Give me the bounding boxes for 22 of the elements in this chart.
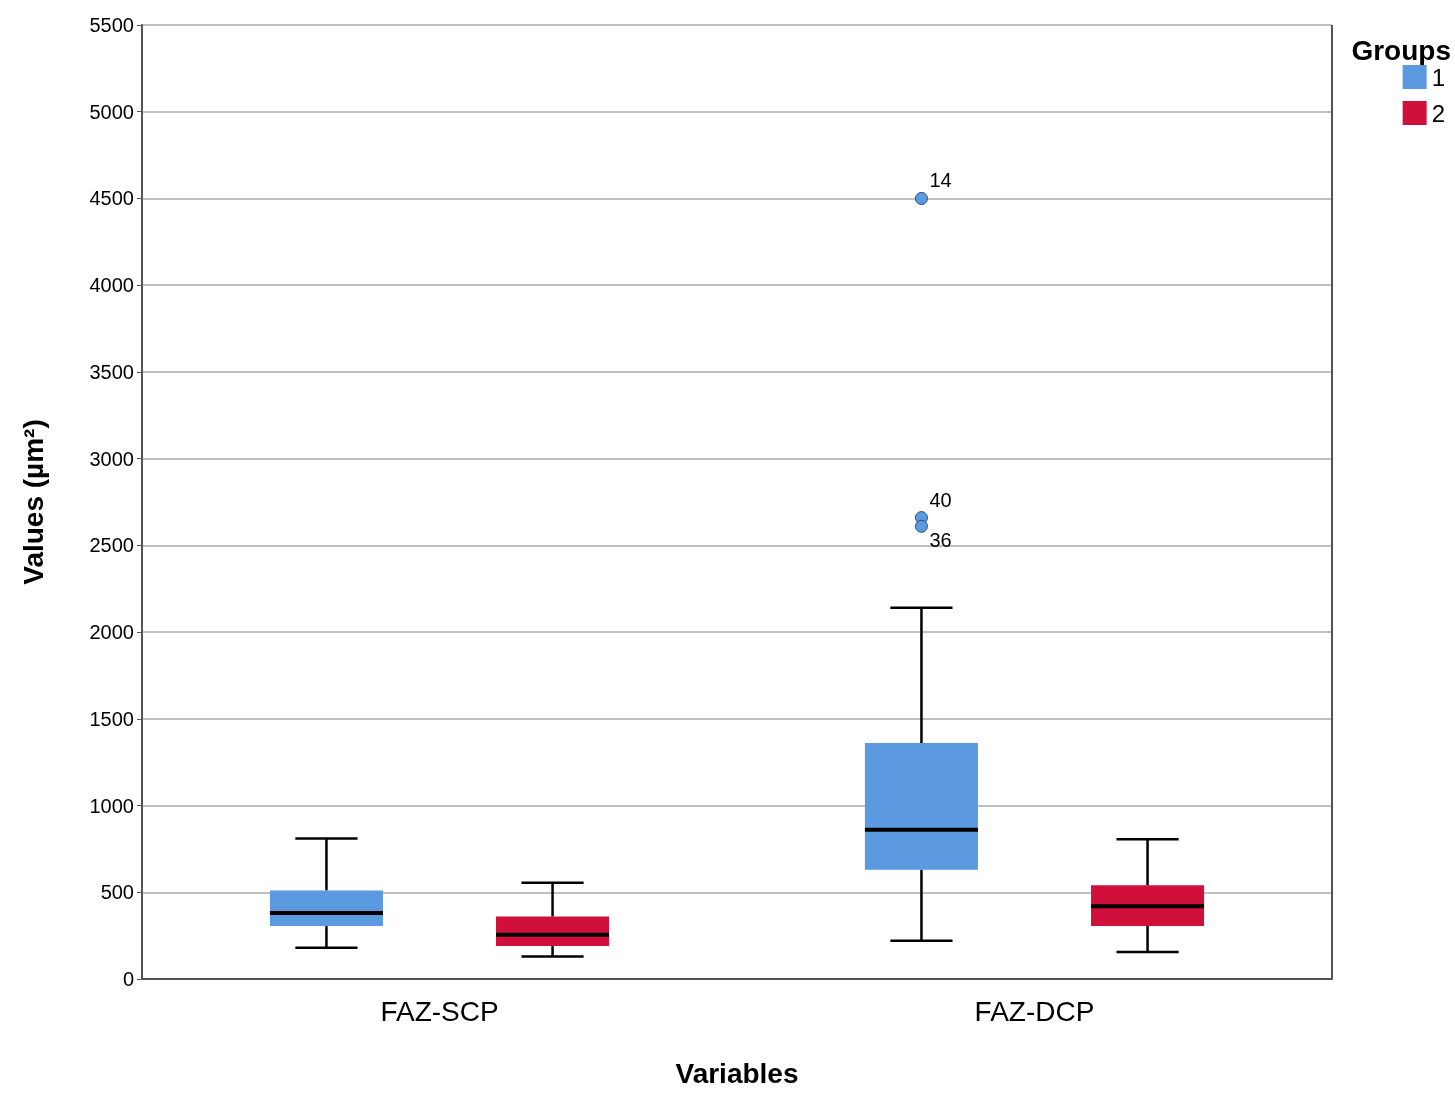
y-tick-label: 3500 xyxy=(89,360,134,383)
y-tick-label: 5500 xyxy=(89,14,134,36)
x-tick-label: FAZ-DCP xyxy=(974,995,1095,1027)
y-tick-label: 2500 xyxy=(89,534,134,557)
y-tick-label: 1000 xyxy=(89,794,134,817)
x-axis-title: Variables xyxy=(675,1057,799,1089)
annotation: 40 xyxy=(929,488,952,511)
y-tick-label: 2000 xyxy=(89,621,134,644)
y-tick-label: 3000 xyxy=(89,447,134,470)
y-tick-label: 1500 xyxy=(89,707,134,730)
y-tick-label: 5000 xyxy=(89,100,134,123)
x-tick-label: FAZ-SCP xyxy=(380,995,499,1027)
legend-title: Groups xyxy=(1351,34,1451,66)
annotation: 14 xyxy=(929,169,952,192)
legend-label: 2 xyxy=(1431,99,1446,127)
y-tick-label: 4500 xyxy=(89,187,134,210)
y-tick-label: 500 xyxy=(100,881,134,904)
y-axis-title: Values (µm²) xyxy=(17,419,49,585)
y-tick-label: 4000 xyxy=(89,274,134,297)
annotation: 36 xyxy=(929,529,952,552)
y-tick-label: 0 xyxy=(122,968,134,990)
legend-label: 1 xyxy=(1431,63,1446,91)
